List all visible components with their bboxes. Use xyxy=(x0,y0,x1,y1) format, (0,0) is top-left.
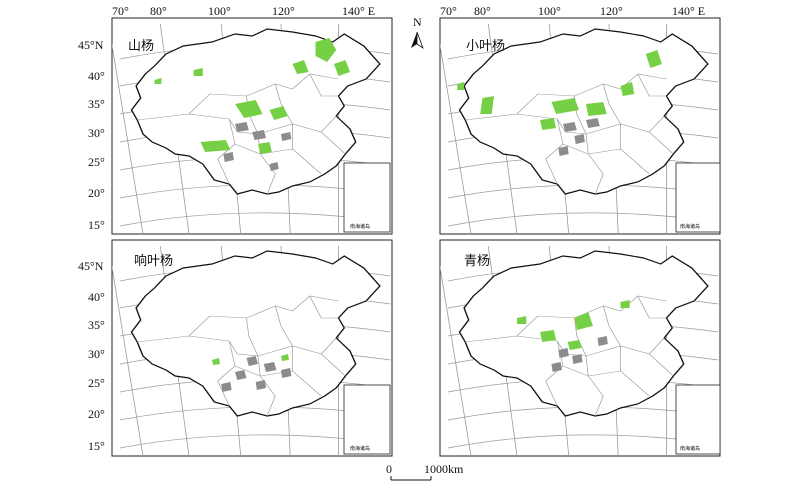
lon-label: 80° xyxy=(474,4,491,18)
lon-label: 80° xyxy=(150,4,167,18)
lat-label: 40° xyxy=(88,290,105,304)
lat-labels-left: 45°N 40° 35° 30° 25° 20° 15° xyxy=(78,259,105,453)
lon-label: 140° E xyxy=(342,4,375,18)
north-arrow: N xyxy=(411,15,424,50)
scale-end-label: 1000km xyxy=(424,462,464,476)
lat-label: 25° xyxy=(88,155,105,169)
county-patches-xiangyeyang xyxy=(221,356,292,392)
panel-title: 小叶杨 xyxy=(466,39,505,54)
lat-labels-left: 45°N 40° 35° 30° 25° 20° 15° xyxy=(78,38,105,232)
panel-title: 响叶杨 xyxy=(134,253,173,269)
county-patches-shanyang xyxy=(223,122,292,171)
distribution-patches-xiaoyeyang xyxy=(457,50,662,130)
lon-label: 120° xyxy=(272,4,295,18)
panel-xiaoyeyang: 南海诸岛 小叶杨 70° 80° 100° 120° 140° E xyxy=(439,4,721,235)
lon-labels-top: 70° 80° 100° 120° 140° E xyxy=(112,4,375,18)
distribution-patches-shanyang xyxy=(154,38,350,154)
scale-bar: 0 1000km xyxy=(386,462,464,481)
lat-label: 30° xyxy=(88,347,105,361)
lat-label: 25° xyxy=(88,376,105,390)
lat-label: 15° xyxy=(88,439,105,453)
panel-qingyang: 南海诸岛 青杨 xyxy=(439,239,721,457)
lat-label: 20° xyxy=(88,186,105,200)
lon-label: 120° xyxy=(600,4,623,18)
scale-start-label: 0 xyxy=(386,462,392,476)
inset-label: 南海诸岛 xyxy=(350,223,370,230)
inset-label: 南海诸岛 xyxy=(350,445,370,452)
county-patches-qingyang xyxy=(551,336,608,372)
lat-label: 35° xyxy=(88,97,105,111)
distribution-patches-xiangyeyang xyxy=(212,354,290,365)
distribution-patches-qingyang xyxy=(517,300,630,350)
lon-label: 70° xyxy=(440,4,457,18)
lat-label: 35° xyxy=(88,318,105,332)
inset-label: 南海诸岛 xyxy=(680,223,700,230)
lon-label: 140° E xyxy=(672,4,705,18)
lon-label: 100° xyxy=(208,4,231,18)
lon-label: 70° xyxy=(112,4,129,18)
lat-label: 20° xyxy=(88,407,105,421)
panel-shanyang: 南海诸岛 山杨 70° 80° 100° 120° 140° E 45°N 40… xyxy=(78,4,393,235)
panel-title: 青杨 xyxy=(464,254,490,269)
lat-label: 45°N xyxy=(78,259,104,273)
panel-xiangyeyang: 南海诸岛 响叶杨 45°N 40° 35° 30° 25° 20° 15° xyxy=(78,239,393,457)
lat-label: 30° xyxy=(88,126,105,140)
panel-title: 山杨 xyxy=(128,39,154,54)
lat-label: 15° xyxy=(88,218,105,232)
lat-label: 40° xyxy=(88,69,105,83)
county-patches-xiaoyeyang xyxy=(558,118,600,156)
lon-labels-top: 70° 80° 100° 120° 140° E xyxy=(440,4,705,18)
lat-label: 45°N xyxy=(78,38,104,52)
inset-label: 南海诸岛 xyxy=(680,445,700,452)
north-arrow-label: N xyxy=(413,15,422,29)
lon-label: 100° xyxy=(538,4,561,18)
